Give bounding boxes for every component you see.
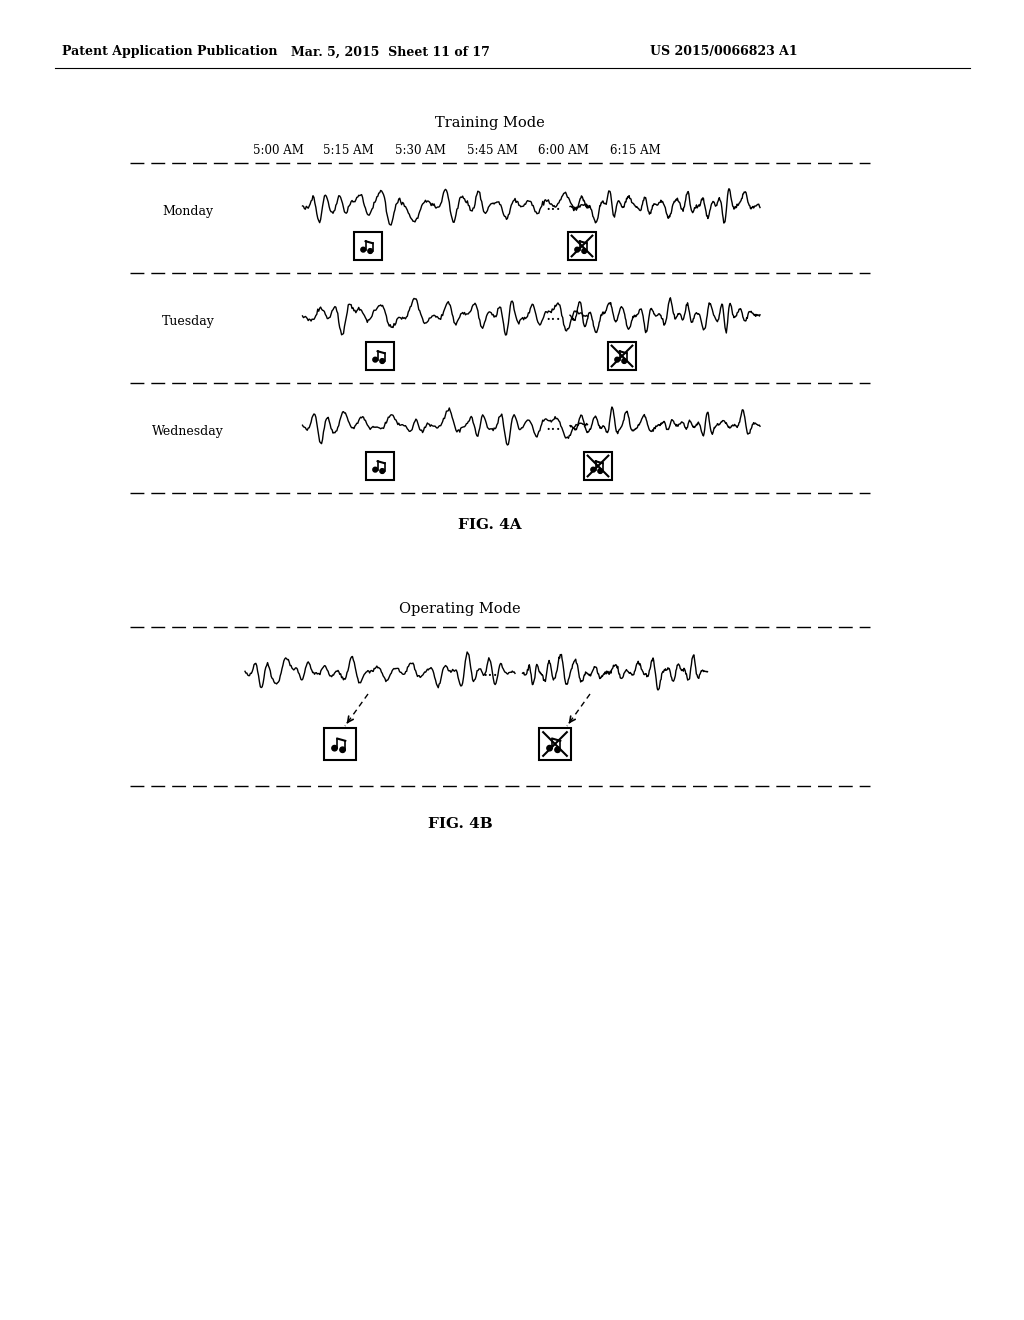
Text: 5:15 AM: 5:15 AM [323, 144, 374, 157]
Circle shape [360, 247, 366, 252]
Circle shape [340, 747, 345, 752]
Bar [584, 451, 612, 480]
Circle shape [598, 469, 602, 474]
Text: US 2015/0066823 A1: US 2015/0066823 A1 [650, 45, 798, 58]
Circle shape [373, 467, 378, 473]
Circle shape [582, 248, 587, 253]
Text: 6:00 AM: 6:00 AM [538, 144, 589, 157]
Circle shape [574, 247, 580, 252]
Text: Training Mode: Training Mode [435, 116, 545, 129]
Text: 6:15 AM: 6:15 AM [609, 144, 660, 157]
Circle shape [614, 358, 620, 362]
Circle shape [332, 746, 337, 751]
Text: ...: ... [545, 197, 561, 214]
Bar [568, 232, 596, 260]
Circle shape [373, 358, 378, 362]
Text: FIG. 4B: FIG. 4B [428, 817, 493, 832]
Bar [354, 232, 382, 260]
Text: ...: ... [482, 664, 498, 681]
Circle shape [380, 469, 385, 474]
Circle shape [555, 747, 560, 752]
Text: Tuesday: Tuesday [162, 314, 214, 327]
Circle shape [622, 359, 627, 363]
Text: 5:30 AM: 5:30 AM [394, 144, 445, 157]
Circle shape [380, 359, 385, 363]
Text: ...: ... [545, 306, 561, 323]
Bar [366, 342, 394, 370]
Text: Patent Application Publication: Patent Application Publication [62, 45, 278, 58]
Text: 5:00 AM: 5:00 AM [253, 144, 303, 157]
Bar [539, 729, 571, 760]
Circle shape [368, 248, 373, 253]
Text: FIG. 4A: FIG. 4A [458, 517, 522, 532]
Text: Monday: Monday [163, 205, 214, 218]
Circle shape [547, 746, 552, 751]
Bar [366, 451, 394, 480]
Text: Mar. 5, 2015  Sheet 11 of 17: Mar. 5, 2015 Sheet 11 of 17 [291, 45, 489, 58]
Circle shape [591, 467, 596, 473]
Text: ...: ... [545, 417, 561, 433]
Text: Operating Mode: Operating Mode [399, 602, 521, 616]
Bar [608, 342, 636, 370]
Text: Wednesday: Wednesday [152, 425, 224, 437]
Bar [324, 729, 356, 760]
Text: 5:45 AM: 5:45 AM [467, 144, 517, 157]
